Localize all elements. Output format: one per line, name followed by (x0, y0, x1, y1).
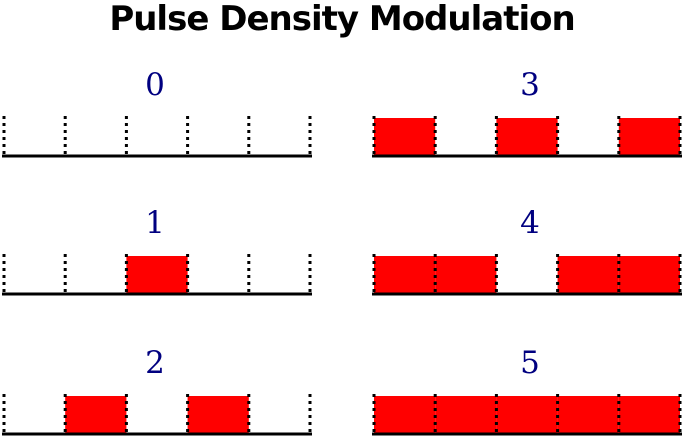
level-label: 5 (520, 345, 540, 381)
level-label: 3 (520, 67, 540, 103)
pdm-panel-1: 1 (2, 205, 312, 296)
pdm-panel-3: 3 (372, 67, 682, 158)
level-label: 2 (145, 345, 165, 381)
pdm-panel-2: 2 (2, 345, 312, 436)
pulse-block (187, 396, 249, 434)
pulse-block (618, 396, 680, 434)
pulse-block (557, 396, 619, 434)
pulse-block (618, 256, 680, 294)
pulse-block (126, 256, 188, 294)
pdm-panel-0: 0 (2, 67, 312, 158)
pulse-block (65, 396, 127, 434)
pulse-block (618, 118, 680, 156)
pulse-block (557, 256, 619, 294)
level-label: 4 (520, 205, 540, 241)
pulse-block (496, 118, 558, 156)
panels-group: 0 1 2 3 4 5 (2, 67, 682, 436)
level-label: 1 (145, 205, 165, 241)
pulse-block (374, 256, 436, 294)
pulse-block (374, 118, 436, 156)
pulse-block (435, 396, 497, 434)
level-label: 0 (145, 67, 165, 103)
pulse-block (374, 396, 436, 434)
pulse-block (496, 396, 558, 434)
diagram-title: Pulse Density Modulation (109, 0, 574, 39)
pulse-block (435, 256, 497, 294)
pdm-panel-5: 5 (372, 345, 682, 436)
pdm-panel-4: 4 (372, 205, 682, 296)
